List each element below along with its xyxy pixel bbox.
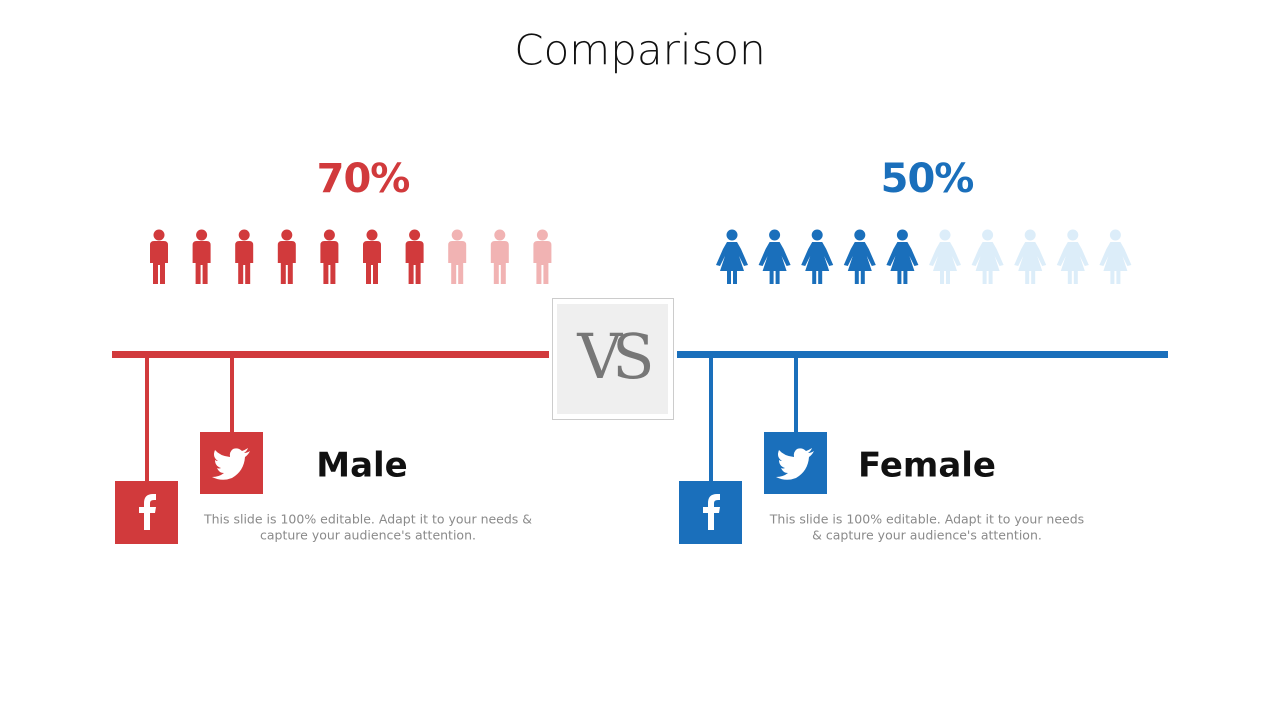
icon-body — [801, 242, 834, 284]
icon-head — [196, 229, 208, 241]
icon-body — [758, 242, 791, 284]
icon-head — [366, 229, 378, 241]
icon-head — [1024, 229, 1036, 241]
vs-box — [557, 304, 668, 414]
icon-head — [896, 229, 908, 241]
icon-body — [192, 241, 211, 284]
percent-label: 70% — [317, 156, 410, 202]
icon-body — [277, 241, 296, 284]
person-icon — [758, 229, 791, 284]
person-icon — [150, 229, 168, 284]
person-icon — [192, 229, 211, 284]
icon-body — [1099, 242, 1132, 284]
icon-head — [494, 229, 506, 241]
person-icon — [405, 229, 424, 284]
icon-head — [409, 229, 421, 241]
icon-head — [939, 229, 951, 241]
icon-head — [281, 229, 293, 241]
person-icon — [1099, 229, 1132, 284]
person-icon — [363, 229, 381, 284]
icon-body — [716, 242, 748, 284]
person-icon — [929, 229, 961, 284]
person-icon — [716, 229, 748, 284]
connector — [794, 355, 798, 433]
panel-label: Female — [858, 446, 996, 486]
person-icon — [1014, 229, 1047, 284]
person-icon — [1056, 229, 1089, 284]
description: capture your audience's attention. — [260, 528, 476, 543]
twitter-icon — [776, 448, 814, 480]
icon-body — [1014, 242, 1047, 284]
vs-text: VS — [576, 320, 650, 393]
description: & capture your audience's attention. — [812, 528, 1042, 543]
icon-body — [971, 242, 1004, 284]
person-icon — [277, 229, 296, 284]
facebook-icon — [139, 494, 156, 530]
panel-label: Male — [316, 446, 408, 486]
icon-body — [320, 241, 339, 284]
icon-head — [238, 229, 250, 241]
icon-head — [451, 229, 463, 241]
description: This slide is 100% editable. Adapt it to… — [769, 512, 1084, 527]
icon-body — [843, 242, 876, 284]
icon-head — [323, 229, 335, 241]
icon-body — [886, 242, 919, 284]
icon-body — [363, 241, 381, 284]
icon-head — [726, 229, 738, 241]
icon-head — [536, 229, 548, 241]
icon-body — [235, 241, 254, 284]
connector — [230, 355, 234, 433]
person-icon — [320, 229, 339, 284]
person-icon — [533, 229, 552, 284]
divider-line — [677, 351, 1168, 358]
icon-head — [811, 229, 823, 241]
description: This slide is 100% editable. Adapt it to… — [203, 512, 532, 527]
person-icon — [971, 229, 1004, 284]
icon-body — [1056, 242, 1089, 284]
icon-body — [405, 241, 424, 284]
connector — [709, 355, 713, 483]
divider-line — [112, 351, 549, 358]
icon-head — [982, 229, 994, 241]
connector — [145, 355, 149, 483]
percent-label: 50% — [881, 156, 974, 202]
facebook-icon — [703, 494, 720, 530]
icon-body — [448, 241, 467, 284]
icon-head — [769, 229, 781, 241]
person-icon — [235, 229, 254, 284]
icon-body — [533, 241, 552, 284]
person-icon — [801, 229, 834, 284]
icon-body — [150, 241, 168, 284]
icon-head — [854, 229, 866, 241]
icon-body — [929, 242, 961, 284]
icon-head — [153, 229, 165, 241]
slide-title: Comparison — [514, 26, 765, 75]
icon-head — [1109, 229, 1121, 241]
icon-body — [490, 241, 509, 284]
person-icon — [886, 229, 919, 284]
twitter-icon — [212, 448, 250, 480]
person-icon — [448, 229, 467, 284]
person-icon — [490, 229, 509, 284]
person-icon — [843, 229, 876, 284]
icon-head — [1067, 229, 1079, 241]
